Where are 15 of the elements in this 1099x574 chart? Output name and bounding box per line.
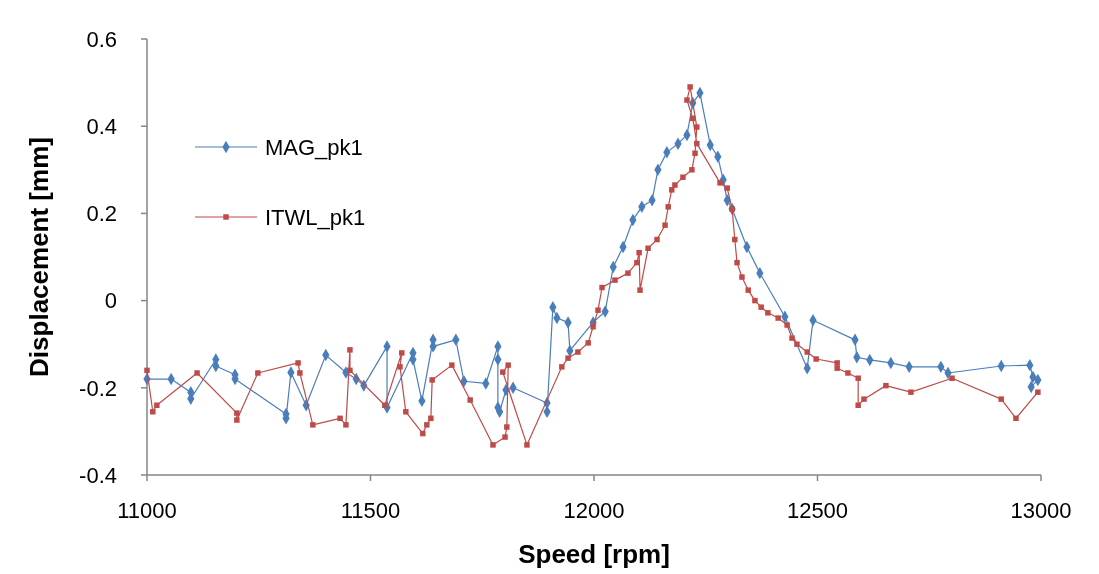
- legend-label: MAG_pk1: [265, 134, 363, 160]
- legend-label: ITWL_pk1: [265, 204, 366, 230]
- x-tick-label: 12500: [786, 498, 849, 523]
- y-tick-label: 0.6: [86, 26, 117, 52]
- y-axis-title: Displacement [mm]: [24, 137, 54, 377]
- x-axis-title: Speed [rpm]: [518, 539, 670, 569]
- x-tick-label: 11500: [340, 498, 401, 523]
- x-tick-label: 11000: [117, 498, 177, 523]
- x-tick-label: 13000: [1010, 498, 1072, 523]
- y-tick-label: 0: [104, 288, 117, 314]
- y-tick-label: -0.4: [79, 462, 117, 488]
- y-tick-label: -0.2: [79, 375, 117, 401]
- y-tick-label: 0.4: [86, 113, 117, 139]
- y-tick-label: 0.2: [86, 201, 117, 227]
- x-tick-label: 12000: [563, 498, 625, 523]
